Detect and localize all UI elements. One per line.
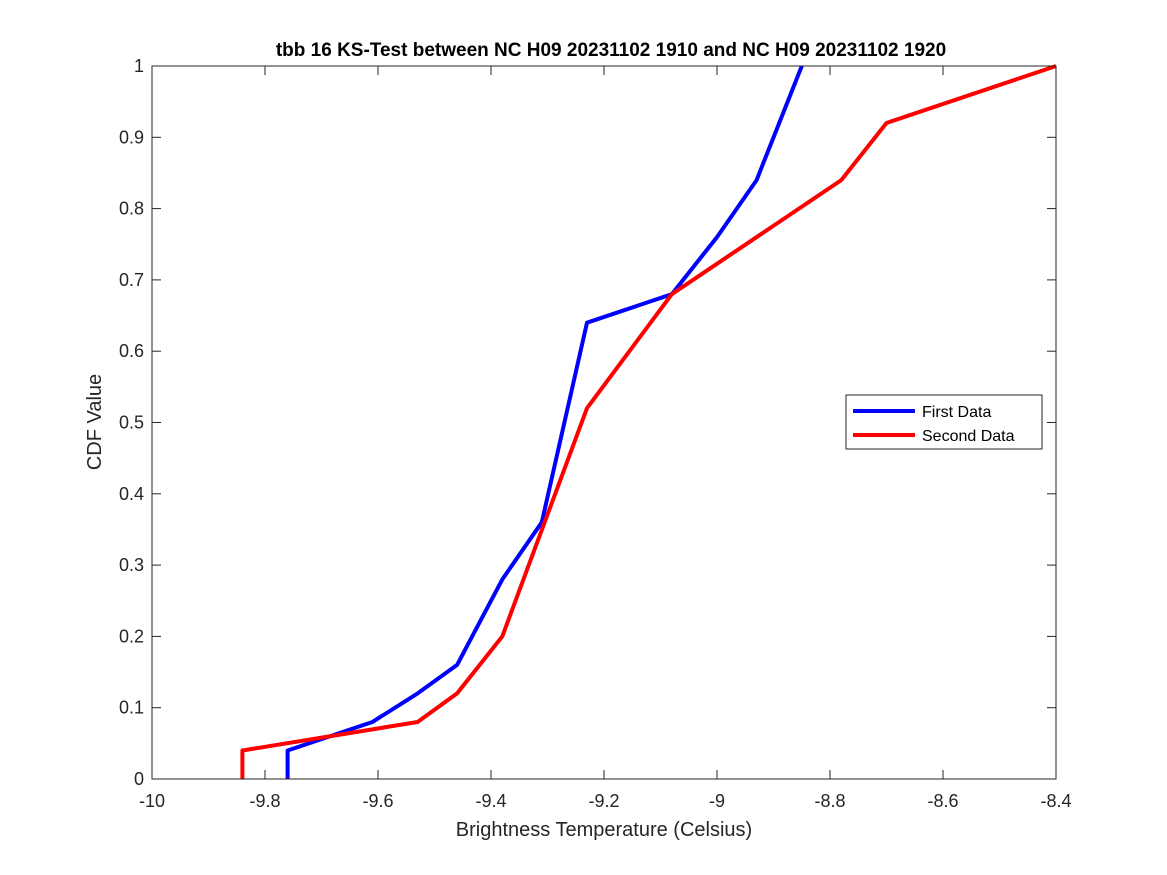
series-line-2 — [240, 64, 1056, 779]
y-tick-label: 0.6 — [119, 341, 144, 361]
y-tick-label: 0.3 — [119, 555, 144, 575]
x-tick-label: -9.2 — [588, 791, 619, 811]
y-tick-label: 0.2 — [119, 626, 144, 646]
x-tick-label: -10 — [139, 791, 165, 811]
legend-label-2: Second Data — [922, 428, 1015, 445]
y-axis: 0 0.1 0.2 0.3 0.4 0.5 0.6 0.7 0.8 0.9 1 — [119, 56, 1056, 789]
y-tick-label: 0.7 — [119, 270, 144, 290]
y-tick-label: 0.9 — [119, 127, 144, 147]
x-axis-label: Brightness Temperature (Celsius) — [456, 819, 752, 841]
series-line-1 — [285, 65, 804, 779]
y-tick-label: 0.5 — [119, 413, 144, 433]
x-tick-label: -9.8 — [249, 791, 280, 811]
x-tick-label: -8.8 — [814, 791, 845, 811]
chart-title: tbb 16 KS-Test between NC H09 20231102 1… — [276, 40, 946, 61]
x-tick-label: -8.6 — [927, 791, 958, 811]
x-axis: -10 -9.8 -9.6 -9.4 -9.2 -9 -8.8 -8.6 -8.4 — [139, 66, 1072, 811]
x-tick-label: -9.6 — [362, 791, 393, 811]
x-tick-label: -9.4 — [475, 791, 506, 811]
legend: First Data Second Data — [845, 394, 1043, 450]
legend-box — [845, 394, 1043, 450]
y-tick-label: 0.1 — [119, 698, 144, 718]
x-tick-label: -8.4 — [1040, 791, 1071, 811]
series-layer — [240, 64, 1056, 779]
y-tick-label: 0 — [134, 769, 144, 789]
y-tick-label: 0.4 — [119, 484, 144, 504]
x-tick-label: -9 — [709, 791, 725, 811]
y-axis-label: CDF Value — [84, 374, 106, 470]
y-tick-label: 0.8 — [119, 199, 144, 219]
y-tick-label: 1 — [134, 56, 144, 76]
legend-label-1: First Data — [922, 404, 991, 421]
